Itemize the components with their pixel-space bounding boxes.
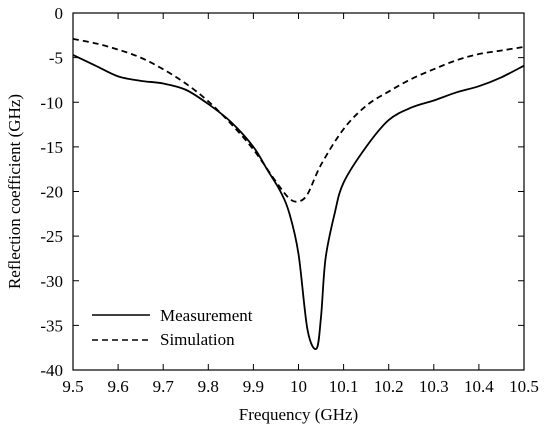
x-tick-label: 9.7 <box>153 377 175 396</box>
y-axis-ticks: 0 -5 -10 -15 -20 -25 -30 -35 -40 <box>40 4 524 380</box>
x-tick-label: 10.3 <box>419 377 449 396</box>
legend-label-simulation: Simulation <box>160 330 235 349</box>
y-tick-label: 0 <box>55 4 64 23</box>
x-tick-label: 10.2 <box>374 377 404 396</box>
y-tick-label: -20 <box>40 183 63 202</box>
x-tick-label: 10.1 <box>329 377 359 396</box>
legend: Measurement Simulation <box>92 306 253 349</box>
series-simulation-line <box>72 37 525 203</box>
y-tick-label: -25 <box>40 227 63 246</box>
x-tick-label: 10.5 <box>509 377 539 396</box>
x-axis-label: Frequency (GHz) <box>239 405 358 424</box>
series-measurement-line <box>72 54 525 350</box>
x-tick-label: 10 <box>290 377 307 396</box>
x-axis-ticks: 9.5 9.6 9.7 9.8 9.9 10 10.1 10.2 10.3 10.4 10.5 <box>62 13 539 396</box>
y-tick-label: -15 <box>40 138 63 157</box>
x-tick-label: 9.9 <box>243 377 264 396</box>
y-tick-label: -10 <box>40 93 63 112</box>
x-tick-label: 9.6 <box>107 377 128 396</box>
y-tick-label: -30 <box>40 272 63 291</box>
legend-label-measurement: Measurement <box>160 306 253 325</box>
series-layer <box>72 37 525 350</box>
x-tick-label: 9.8 <box>198 377 219 396</box>
plot-frame <box>72 12 525 371</box>
x-tick-label: 9.5 <box>62 377 83 396</box>
y-axis-label: Reflection coefficient (GHz) <box>5 94 24 289</box>
y-tick-label: -40 <box>40 361 63 380</box>
y-tick-label: -5 <box>49 49 63 68</box>
y-tick-label: -35 <box>40 316 63 335</box>
x-tick-label: 10.4 <box>464 377 494 396</box>
